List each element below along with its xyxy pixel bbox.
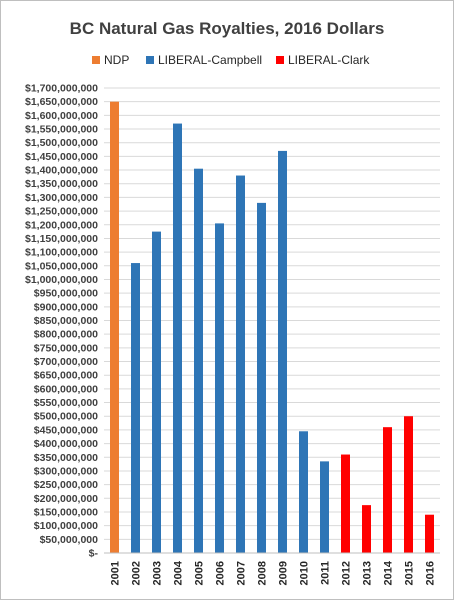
y-tick-label: $1,250,000,000 bbox=[25, 206, 98, 218]
legend-swatch-liberal-clark bbox=[276, 56, 284, 64]
y-tick-label: $150,000,000 bbox=[34, 506, 98, 518]
legend-label-liberal-clark: LIBERAL-Clark bbox=[288, 53, 370, 67]
x-tick-label: 2006 bbox=[215, 561, 227, 585]
bar-2003 bbox=[152, 231, 161, 553]
y-tick-label: $650,000,000 bbox=[34, 370, 98, 382]
y-tick-label: $1,000,000,000 bbox=[25, 274, 98, 286]
y-tick-label: $800,000,000 bbox=[34, 329, 98, 341]
y-tick-label: $1,700,000,000 bbox=[25, 83, 98, 95]
y-tick-label: $750,000,000 bbox=[34, 342, 98, 354]
y-tick-label: $500,000,000 bbox=[34, 411, 98, 423]
legend-swatch-ndp bbox=[92, 56, 100, 64]
y-tick-label: $1,650,000,000 bbox=[25, 96, 98, 108]
y-tick-label: $1,100,000,000 bbox=[25, 247, 98, 259]
bar-2002 bbox=[131, 263, 140, 553]
y-tick-label: $700,000,000 bbox=[34, 356, 98, 368]
legend: NDP LIBERAL-Campbell LIBERAL-Clark bbox=[92, 53, 370, 67]
bar-2009 bbox=[278, 150, 287, 554]
y-tick-label: $550,000,000 bbox=[34, 397, 98, 409]
bar-2006 bbox=[215, 223, 224, 553]
legend-swatch-liberal-campbell bbox=[146, 56, 154, 64]
x-tick-label: 2007 bbox=[236, 561, 248, 585]
bar-2010 bbox=[299, 431, 308, 553]
y-tick-label: $100,000,000 bbox=[34, 520, 98, 532]
y-tick-label: $1,600,000,000 bbox=[25, 110, 98, 122]
x-tick-label: 2002 bbox=[131, 561, 143, 585]
y-tick-label: $200,000,000 bbox=[34, 493, 98, 505]
legend-label-liberal-campbell: LIBERAL-Campbell bbox=[158, 53, 262, 67]
x-tick-label: 2016 bbox=[425, 561, 437, 585]
y-tick-label: $50,000,000 bbox=[40, 534, 99, 546]
bar-2011 bbox=[320, 461, 329, 553]
x-tick-label: 2015 bbox=[404, 561, 416, 585]
x-tick-label: 2001 bbox=[110, 561, 122, 585]
bars bbox=[110, 101, 434, 554]
y-tick-label: $1,550,000,000 bbox=[25, 124, 98, 136]
y-tick-label: $1,500,000,000 bbox=[25, 137, 98, 149]
y-tick-label: $850,000,000 bbox=[34, 315, 98, 327]
x-tick-label: 2009 bbox=[278, 561, 290, 585]
bar-2004 bbox=[173, 123, 182, 553]
x-tick-label: 2011 bbox=[320, 561, 332, 585]
x-tick-label: 2014 bbox=[383, 560, 395, 585]
x-tick-label: 2008 bbox=[257, 561, 269, 585]
y-tick-label: $600,000,000 bbox=[34, 383, 98, 395]
bar-2001 bbox=[110, 101, 119, 554]
y-tick-label: $- bbox=[89, 548, 99, 560]
x-tick-label: 2012 bbox=[341, 561, 353, 585]
y-tick-label: $400,000,000 bbox=[34, 438, 98, 450]
bar-2008 bbox=[257, 202, 266, 553]
y-tick-label: $1,150,000,000 bbox=[25, 233, 98, 245]
y-tick-label: $300,000,000 bbox=[34, 465, 98, 477]
x-tick-label: 2005 bbox=[194, 561, 206, 585]
x-tick-label: 2004 bbox=[173, 560, 185, 585]
y-tick-label: $250,000,000 bbox=[34, 479, 98, 491]
y-tick-label: $1,200,000,000 bbox=[25, 219, 98, 231]
y-axis-tick-labels: $- $50,000,000 $100,000,000 $150,000,000$20… bbox=[25, 83, 98, 560]
y-tick-label: $1,450,000,000 bbox=[25, 151, 98, 163]
bar-2016 bbox=[425, 514, 434, 553]
x-tick-label: 2013 bbox=[362, 561, 374, 585]
y-tick-label: $1,350,000,000 bbox=[25, 178, 98, 190]
y-tick-label: $900,000,000 bbox=[34, 301, 98, 313]
y-tick-label: $1,050,000,000 bbox=[25, 260, 98, 272]
bar-2005 bbox=[194, 168, 203, 554]
bar-2015 bbox=[404, 416, 413, 553]
chart-title: BC Natural Gas Royalties, 2016 Dollars bbox=[70, 19, 385, 38]
legend-label-ndp: NDP bbox=[104, 53, 129, 67]
x-tick-label: 2010 bbox=[299, 561, 311, 585]
x-tick-label: 2003 bbox=[152, 561, 164, 585]
bar-2012 bbox=[341, 454, 350, 553]
y-tick-label: $350,000,000 bbox=[34, 452, 98, 464]
bar-2013 bbox=[362, 505, 371, 553]
bar-2014 bbox=[383, 427, 392, 553]
y-tick-label: $450,000,000 bbox=[34, 424, 98, 436]
y-tick-label: $1,400,000,000 bbox=[25, 165, 98, 177]
x-axis-tick-labels: 2001 2002 2003 2004 2005 2006 2007 2008 2009 2010… bbox=[110, 560, 437, 585]
y-tick-label: $1,300,000,000 bbox=[25, 192, 98, 204]
bar-2007 bbox=[236, 175, 245, 553]
y-tick-label: $950,000,000 bbox=[34, 288, 98, 300]
